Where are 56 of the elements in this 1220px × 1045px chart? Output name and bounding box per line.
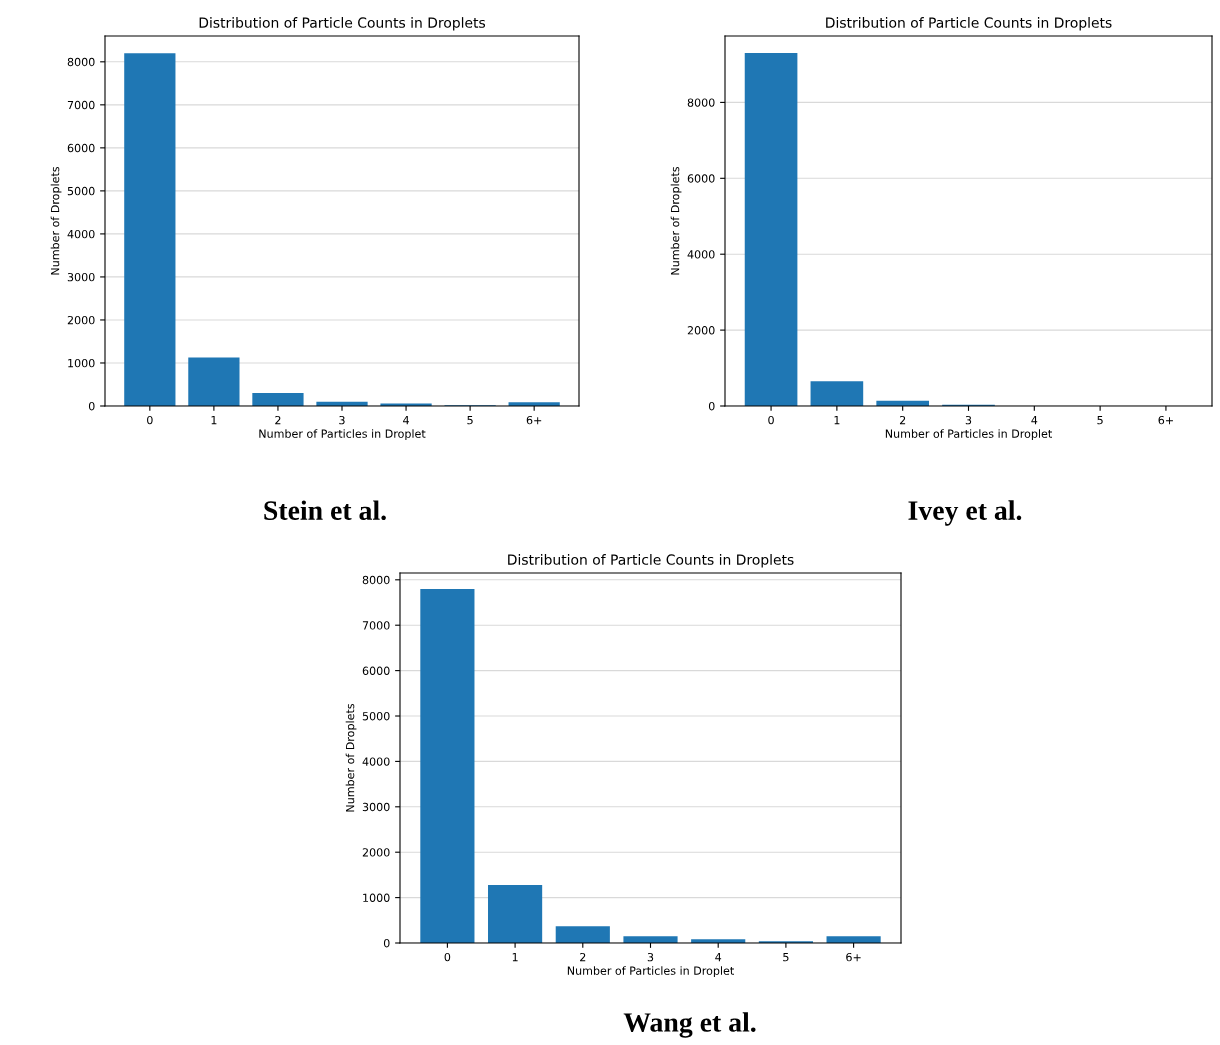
y-tick-label: 2000 xyxy=(687,326,715,335)
x-axis-title: Number of Particles in Droplet xyxy=(259,429,426,441)
chart-title: Distribution of Particle Counts in Droplets xyxy=(826,17,1112,31)
y-tick-label: 5000 xyxy=(67,186,95,196)
y-tick-label: 7000 xyxy=(67,100,95,110)
y-tick-label: 2000 xyxy=(67,315,95,325)
y-tick-label: 3000 xyxy=(67,272,95,282)
text: Wang et al. xyxy=(623,1012,756,1038)
y-tick-label: 4000 xyxy=(687,250,715,259)
text: Stein et al. xyxy=(264,500,386,521)
y-tick-label: 8000 xyxy=(67,57,95,67)
y-tick-label: 6000 xyxy=(362,666,390,675)
chart-title: Distribution of Particle Counts in Droplets xyxy=(199,17,486,31)
x-tick-label: 1 xyxy=(211,416,217,425)
x-axis-title: Number of Particles in Droplet xyxy=(567,966,734,978)
y-tick-label: 0 xyxy=(383,938,390,948)
y-tick-label: 0 xyxy=(88,401,95,411)
x-tick-label: 1 xyxy=(512,953,518,962)
y-tick-label: 4000 xyxy=(67,229,95,239)
x-tick-label: 6+ xyxy=(846,952,861,962)
y-tick-label: 1000 xyxy=(68,358,95,368)
x-tick-label: 5 xyxy=(783,953,789,962)
x-tick-label: 2 xyxy=(580,952,586,962)
x-tick-label: 4 xyxy=(715,953,722,962)
x-tick-label: 0 xyxy=(768,415,774,425)
y-axis-title: Number of Droplets xyxy=(50,166,62,275)
y-tick-label: 0 xyxy=(708,401,715,411)
y-tick-label: 8000 xyxy=(687,98,715,107)
y-tick-label: 8000 xyxy=(362,575,390,585)
x-tick-label: 1 xyxy=(834,416,840,425)
y-tick-label: 7000 xyxy=(362,621,390,630)
y-tick-label: 1000 xyxy=(363,893,390,902)
x-axis-title: Number of Particles in Droplet xyxy=(885,429,1052,441)
x-tick-label: 6+ xyxy=(1158,415,1173,425)
y-tick-label: 5000 xyxy=(362,711,390,721)
x-tick-label: 4 xyxy=(1031,416,1038,425)
x-tick-label: 0 xyxy=(147,415,153,425)
x-tick-label: 2 xyxy=(899,415,906,425)
y-tick-label: 3000 xyxy=(362,802,390,812)
x-tick-label: 3 xyxy=(647,952,654,962)
x-tick-label: 4 xyxy=(403,416,409,425)
y-axis-title: Number of Droplets xyxy=(670,166,682,275)
y-tick-label: 6000 xyxy=(687,174,715,183)
x-tick-label: 6+ xyxy=(526,415,542,425)
x-tick-label: 3 xyxy=(965,415,972,425)
x-tick-label: 2 xyxy=(275,415,281,425)
chart-title: Distribution of Particle Counts in Droplets xyxy=(508,554,794,568)
text: Ivey et al. xyxy=(908,500,1022,526)
y-axis-title: Number of Droplets xyxy=(345,703,357,812)
y-tick-label: 2000 xyxy=(362,848,390,857)
y-tick-label: 6000 xyxy=(67,143,95,153)
x-tick-label: 5 xyxy=(467,416,473,425)
y-tick-label: 4000 xyxy=(362,757,390,766)
x-tick-label: 5 xyxy=(1097,416,1103,425)
x-tick-label: 3 xyxy=(339,415,345,425)
x-tick-label: 0 xyxy=(444,952,451,962)
